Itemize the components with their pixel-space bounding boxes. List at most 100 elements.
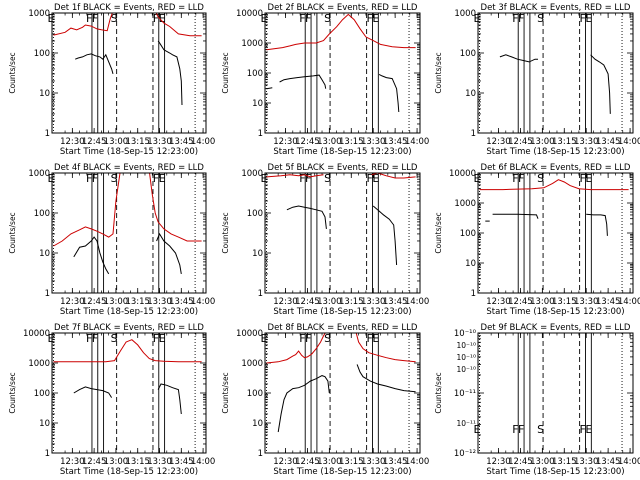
x-tick-label: 12:45	[295, 297, 320, 307]
y-tick-label: 1	[258, 129, 263, 139]
time-marker-label: F	[366, 332, 372, 345]
y-tick-label: 1	[45, 129, 50, 139]
y-minor-tick-label: 10⁻¹⁰	[456, 365, 476, 374]
x-tick-label: 12:30	[60, 457, 85, 467]
y-tick-label: 100	[247, 209, 263, 219]
x-tick-label: 12:45	[82, 137, 107, 147]
y-tick-label: 1	[45, 289, 50, 299]
time-marker-label: S	[324, 172, 331, 185]
time-marker-label: F	[512, 423, 518, 436]
plot-frame	[51, 172, 207, 294]
time-marker-label: E	[372, 12, 379, 25]
time-marker-label: F	[153, 332, 159, 345]
panel-data	[53, 339, 202, 415]
y-axis-label: Counts/sec	[8, 52, 17, 93]
lld-rate-line	[53, 13, 113, 36]
x-tick-label: 13:45	[169, 297, 194, 307]
time-marker-label: E	[473, 172, 480, 185]
detector-panel-5: Det 5f BLACK = Events, RED = LLD Counts/s…	[221, 163, 429, 317]
y-tick-label: 1000	[454, 199, 476, 209]
panel-data	[479, 179, 629, 236]
time-marker-label: F	[579, 423, 585, 436]
events-rate-line	[499, 54, 538, 63]
time-marker-label: F	[305, 332, 311, 345]
events-rate-line	[157, 40, 183, 106]
time-marker-label: E	[159, 12, 166, 25]
y-tick-label: 100	[34, 209, 50, 219]
time-marker-label: S	[537, 423, 544, 436]
x-tick-label: 13:15	[339, 297, 364, 307]
x-tick-label: 13:00	[530, 457, 555, 467]
time-marker-label: S	[324, 332, 331, 345]
y-axis-label: Counts/sec	[221, 372, 230, 413]
y-tick-label: 1000	[241, 169, 263, 179]
events-rate-line	[277, 375, 330, 433]
x-tick-label: 14:00	[618, 137, 640, 147]
time-marker-label: F	[366, 172, 372, 185]
events-rate-line	[586, 213, 608, 236]
time-marker-label: E	[260, 332, 267, 345]
x-axis-label: Start Time (18-Sep-15 12:23:00)	[60, 147, 198, 157]
time-marker-label: F	[518, 12, 524, 25]
y-axis-label: Counts/sec	[221, 52, 230, 93]
y-tick-label: 1	[258, 449, 263, 459]
panel-data	[266, 173, 416, 266]
y-minor-tick-label: 10⁻¹¹	[456, 419, 476, 428]
detector-panel-8: Det 8f BLACK = Events, RED = LLD Counts/s…	[221, 323, 429, 477]
x-tick-label: 12:30	[60, 137, 85, 147]
y-minor-tick-label: 10⁻¹⁰	[456, 341, 476, 350]
x-tick-label: 14:00	[191, 137, 216, 147]
panel-title: Det 5f BLACK = Events, RED = LLD	[268, 163, 418, 173]
events-rate-line	[157, 383, 182, 415]
x-tick-label: 12:30	[60, 297, 85, 307]
time-marker-label: F	[512, 12, 518, 25]
time-marker-label: F	[579, 172, 585, 185]
panel-data	[53, 13, 202, 106]
events-rate-line	[156, 232, 182, 274]
x-tick-label: 13:15	[125, 457, 150, 467]
y-tick-label: 10000	[23, 329, 50, 339]
y-axis-label: Counts/sec	[8, 372, 17, 413]
time-marker-label: F	[153, 12, 159, 25]
x-tick-label: 13:00	[317, 297, 342, 307]
lld-rate-line	[266, 333, 326, 364]
y-tick-label: 10	[465, 89, 476, 99]
x-tick-label: 12:30	[273, 457, 298, 467]
detector-panel-2: Det 2f BLACK = Events, RED = LLD Counts/s…	[221, 3, 429, 157]
time-marker-label: F	[86, 172, 92, 185]
x-tick-label: 13:00	[530, 297, 555, 307]
x-axis-label: Start Time (18-Sep-15 12:23:00)	[486, 307, 624, 317]
y-tick-label: 1	[45, 449, 50, 459]
time-marker-label: S	[111, 332, 118, 345]
time-marker-label: E	[159, 172, 166, 185]
x-tick-label: 13:45	[596, 137, 621, 147]
y-tick-label: 10	[252, 419, 263, 429]
time-marker-label: F	[299, 12, 305, 25]
y-tick-label: 1000	[28, 359, 50, 369]
time-marker-label: S	[537, 12, 544, 25]
y-tick-label: 10	[252, 249, 263, 259]
y-tick-label: 10⁻¹¹	[454, 389, 476, 399]
plot-frame	[51, 332, 207, 454]
x-tick-label: 13:45	[383, 457, 408, 467]
y-tick-label: 10⁻¹⁰	[454, 329, 477, 339]
x-tick-label: 13:30	[574, 457, 599, 467]
x-tick-label: 14:00	[405, 297, 430, 307]
time-marker-label: E	[585, 423, 592, 436]
lld-rate-line	[53, 173, 121, 247]
time-marker-label: F	[86, 12, 92, 25]
x-tick-label: 13:15	[552, 457, 577, 467]
plot-frame	[477, 172, 634, 294]
events-rate-line	[266, 87, 273, 90]
y-tick-label: 100	[34, 389, 50, 399]
x-tick-label: 13:45	[383, 137, 408, 147]
events-rate-line	[279, 74, 327, 89]
x-tick-label: 13:30	[361, 137, 386, 147]
time-marker-label: F	[512, 172, 518, 185]
y-tick-label: 10	[39, 89, 50, 99]
x-tick-label: 13:00	[104, 457, 129, 467]
panel-data	[53, 173, 202, 275]
x-tick-label: 13:30	[147, 457, 172, 467]
y-tick-label: 100	[247, 389, 263, 399]
x-tick-label: 12:30	[273, 297, 298, 307]
